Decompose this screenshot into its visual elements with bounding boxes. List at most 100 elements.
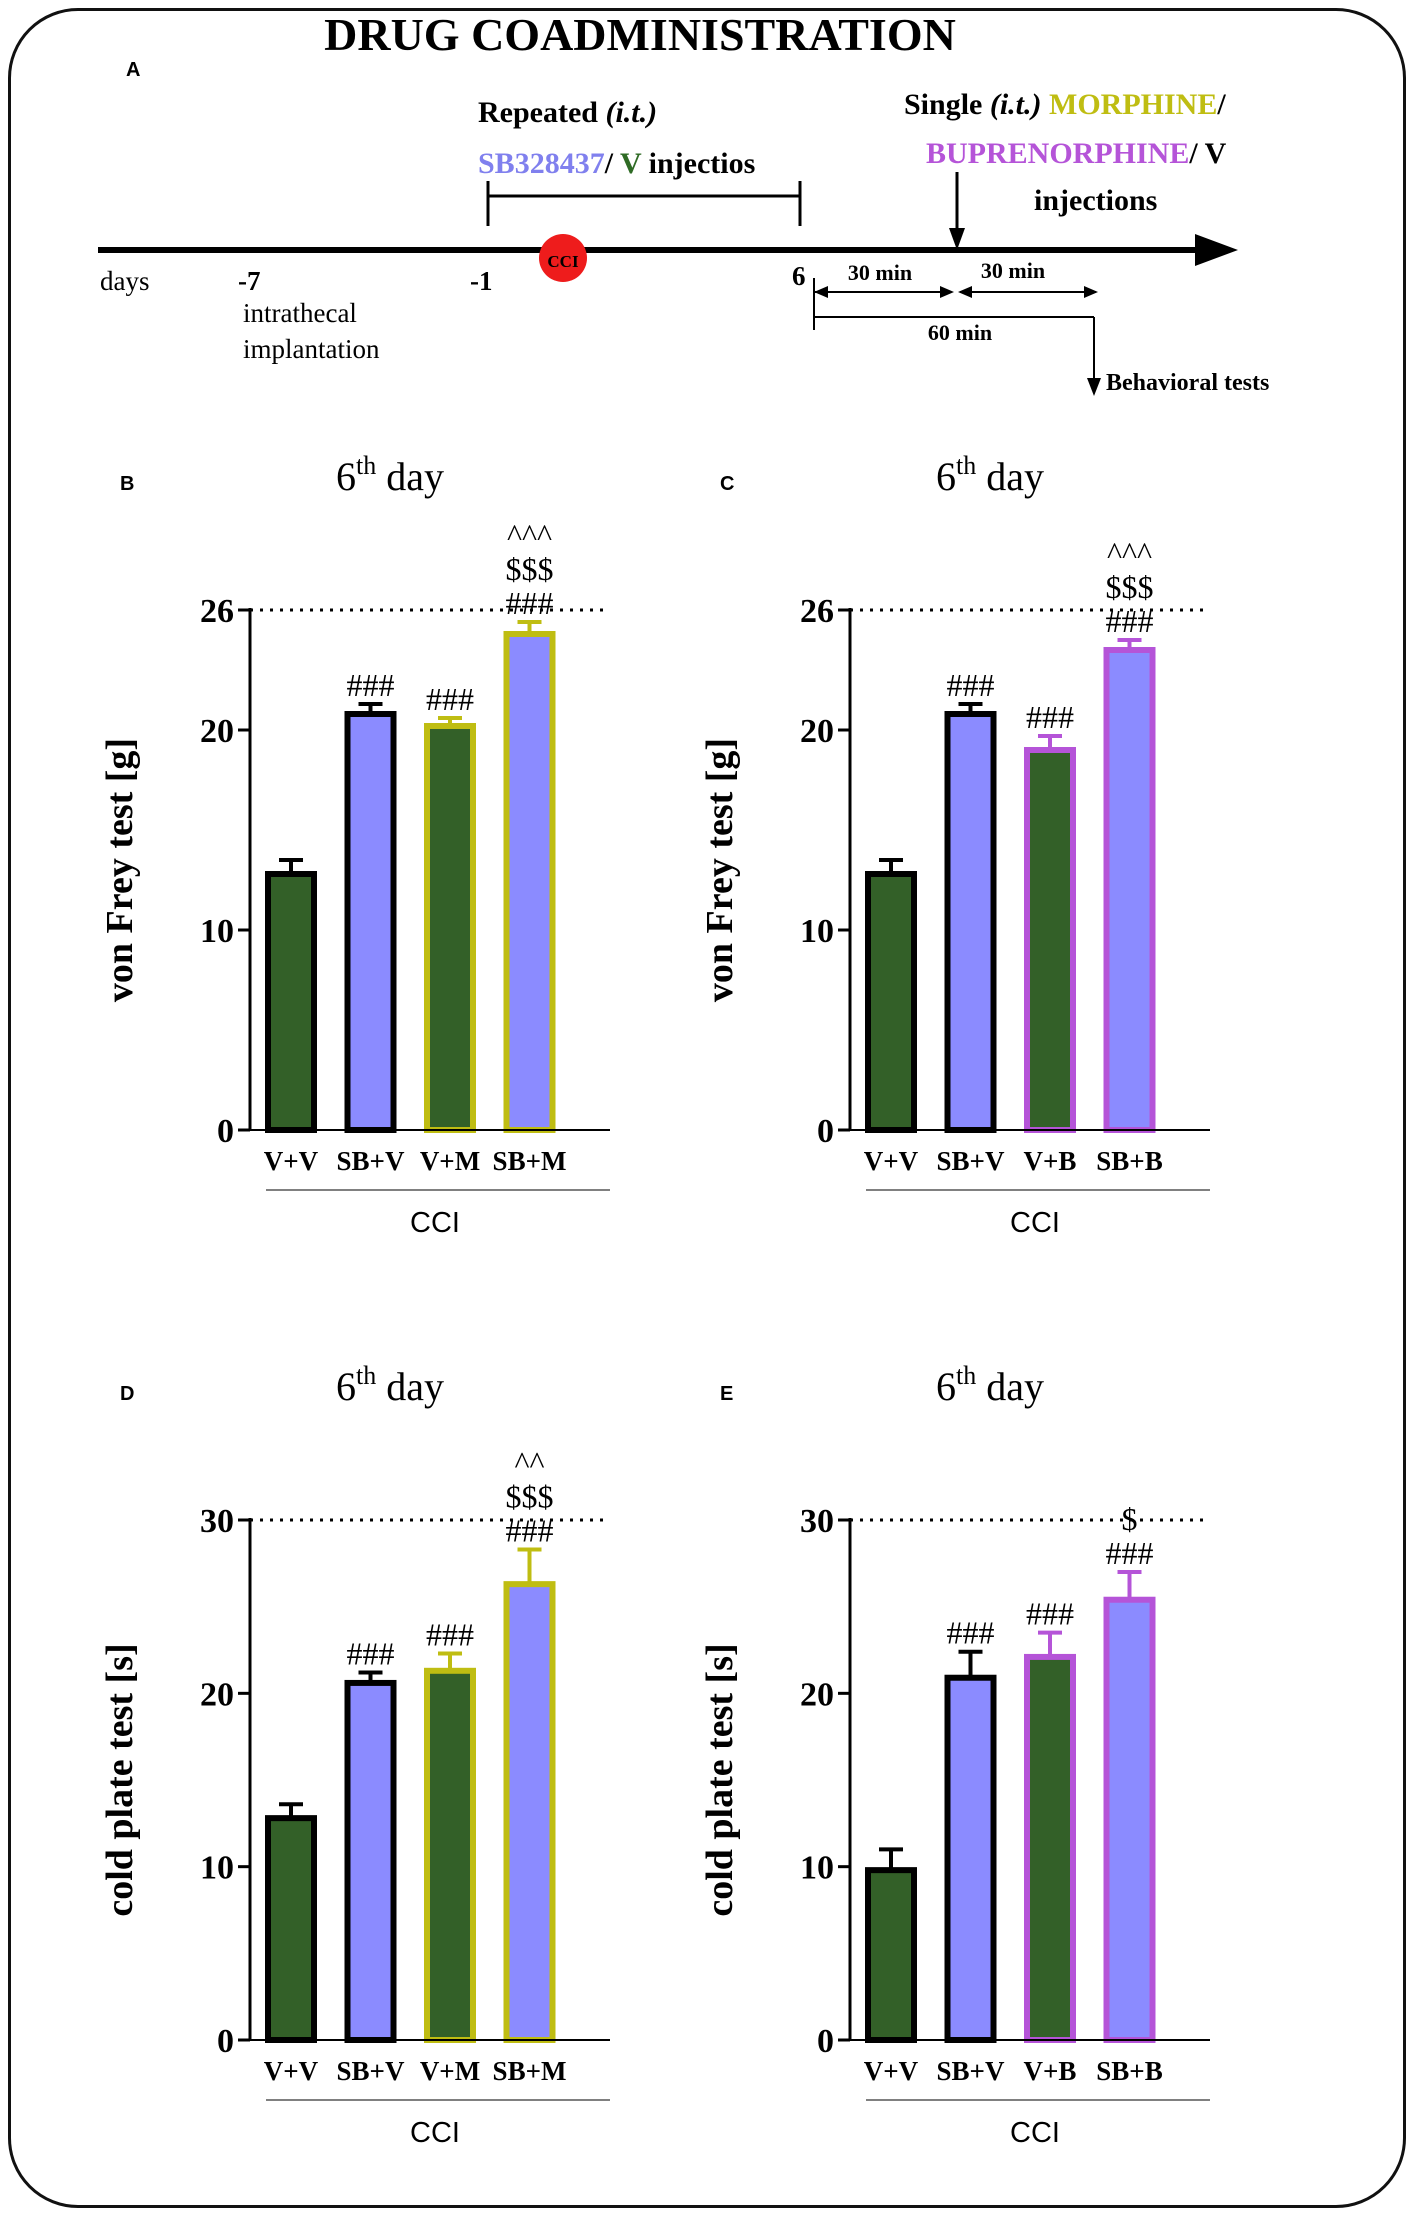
injections-label: injections — [1034, 184, 1157, 217]
repeated-drugs-label: SB328437/ V injectios — [478, 147, 755, 180]
bar-d-0 — [265, 1815, 317, 2043]
panel-letter-b: B — [120, 473, 134, 495]
y-axis-label-c: von Frey test [g] — [699, 738, 741, 1002]
y-tick-label-d-1: 10 — [200, 1850, 234, 1887]
y-tick-label-c-1: 10 — [800, 913, 834, 950]
chart-panel-e: E 6th day cold plate test [s] 0 10 20 30 V+V ###… — [699, 1361, 1210, 2149]
x-tick-label-c-3: SB+B — [1096, 1146, 1162, 1176]
x-tick-label-d-1: SB+V — [337, 2056, 405, 2086]
y-tick-label-d-0: 0 — [217, 2023, 234, 2060]
significance-label-d-3-1: $$$ — [506, 1478, 554, 1514]
bar-d-1 — [344, 1679, 397, 2043]
single-arrow-head — [949, 228, 965, 250]
x-tick-label-e-1: SB+V — [937, 2056, 1005, 2086]
single-label: Single (i.t.) MORPHINE/ — [904, 88, 1226, 121]
significance-label-d-3-0: ### — [506, 1512, 554, 1548]
chart-title-d: 6th day — [336, 1361, 444, 1409]
significance-label-e-3-0: ### — [1106, 1535, 1154, 1571]
day-tick-6: 6 — [792, 261, 806, 291]
y-tick-label-c-0: 0 — [817, 1113, 834, 1150]
x-tick-label-e-3: SB+B — [1096, 2056, 1162, 2086]
significance-label-d-1-0: ### — [347, 1636, 395, 1672]
bar-c-2 — [1024, 747, 1076, 1133]
y-tick-label-b-1: 10 — [200, 913, 234, 950]
bar-e-0 — [865, 1867, 917, 2044]
figure-frame — [8, 8, 1406, 2208]
behavioral-label: Behavioral tests — [1106, 370, 1269, 396]
y-tick-label-b-3: 26 — [200, 593, 234, 630]
bar-d-3 — [503, 1581, 556, 2043]
chart-panel-d: D 6th day cold plate test [s] 0 10 20 30 V+V ###… — [99, 1361, 610, 2149]
y-tick-label-d-3: 30 — [200, 1503, 234, 1540]
bar-c-3 — [1103, 647, 1156, 1133]
x-tick-label-b-3: SB+M — [493, 1146, 567, 1176]
panel-letter-d: D — [120, 1383, 134, 1405]
behavioral-arrow-head — [1087, 378, 1101, 396]
x-tick-label-b-0: V+V — [264, 1146, 319, 1176]
y-axis-label-e: cold plate test [s] — [699, 1643, 741, 1916]
y-tick-label-c-3: 26 — [800, 593, 834, 630]
interval-2-label: 30 min — [981, 258, 1045, 283]
significance-label-b-3-0: ### — [506, 585, 554, 621]
bar-b-1 — [344, 711, 397, 1133]
chart-title-e: 6th day — [936, 1361, 1044, 1409]
interval-2-head-right — [1084, 286, 1098, 298]
y-tick-label-d-2: 20 — [200, 1676, 234, 1713]
significance-label-d-3-2: ^^ — [514, 1444, 544, 1480]
significance-label-b-2-0: ### — [426, 681, 474, 717]
x-tick-label-d-3: SB+M — [493, 2056, 567, 2086]
significance-label-c-3-2: ^^^ — [1107, 535, 1152, 571]
group-label-b: CCI — [410, 1207, 460, 1239]
chart-title-c: 6th day — [936, 451, 1044, 499]
significance-label-c-1-0: ### — [947, 667, 995, 703]
bar-e-2 — [1024, 1653, 1076, 2043]
significance-label-e-3-1: $ — [1122, 1501, 1138, 1537]
y-axis-label-b: von Frey test [g] — [99, 738, 141, 1002]
x-tick-label-d-2: V+M — [420, 2056, 480, 2086]
bar-b-0 — [265, 871, 317, 1133]
day-tick-minus7: -7 — [238, 266, 261, 296]
y-tick-label-e-3: 30 — [800, 1503, 834, 1540]
timeline-panel: DRUG COADMINISTRATION A Repeated (i.t.) … — [98, 9, 1269, 396]
single-drugs-label: BUPRENORPHINE/ V — [926, 137, 1227, 170]
y-tick-label-e-1: 10 — [800, 1850, 834, 1887]
group-label-c: CCI — [1010, 1207, 1060, 1239]
significance-label-b-1-0: ### — [347, 667, 395, 703]
significance-label-c-3-1: $$$ — [1106, 569, 1154, 605]
timeline-arrowhead — [1195, 234, 1238, 266]
x-tick-label-c-0: V+V — [864, 1146, 919, 1176]
bar-e-1 — [944, 1674, 997, 2043]
bar-c-0 — [865, 871, 917, 1133]
x-tick-label-d-0: V+V — [264, 2056, 319, 2086]
day-tick-minus1: -1 — [470, 266, 493, 296]
interval-total-label: 60 min — [928, 320, 992, 345]
bar-b-3 — [503, 631, 556, 1133]
days-label: days — [100, 266, 150, 296]
chart-title-b: 6th day — [336, 451, 444, 499]
significance-label-d-2-0: ### — [426, 1616, 474, 1652]
interval-1-label: 30 min — [848, 260, 912, 285]
significance-label-b-3-2: ^^^ — [507, 517, 552, 553]
bar-c-1 — [944, 711, 997, 1133]
interval-2-head-left — [958, 286, 972, 298]
x-tick-label-c-1: SB+V — [937, 1146, 1005, 1176]
y-tick-label-e-0: 0 — [817, 2023, 834, 2060]
chart-panel-b: B 6th day von Frey test [g] 0 10 20 26 V+V ### SB… — [99, 451, 610, 1239]
x-tick-label-e-2: V+B — [1024, 2056, 1077, 2086]
x-tick-label-c-2: V+B — [1024, 1146, 1077, 1176]
y-axis-label-d: cold plate test [s] — [99, 1643, 141, 1916]
significance-label-c-3-0: ### — [1106, 603, 1154, 639]
bar-b-2 — [424, 723, 476, 1133]
panel-letter-e: E — [720, 1383, 733, 1405]
cci-marker — [539, 234, 587, 282]
repeated-label: Repeated (i.t.) — [478, 96, 657, 129]
panel-letter-a: A — [126, 59, 140, 81]
significance-label-c-2-0: ### — [1026, 699, 1074, 735]
x-tick-label-e-0: V+V — [864, 2056, 919, 2086]
implant-label-1: intrathecal — [243, 298, 357, 328]
x-tick-label-b-1: SB+V — [337, 1146, 405, 1176]
x-tick-label-b-2: V+M — [420, 1146, 480, 1176]
significance-label-b-3-1: $$$ — [506, 551, 554, 587]
figure-title: DRUG COADMINISTRATION — [324, 9, 956, 60]
cci-marker-label: CCI — [547, 252, 579, 271]
